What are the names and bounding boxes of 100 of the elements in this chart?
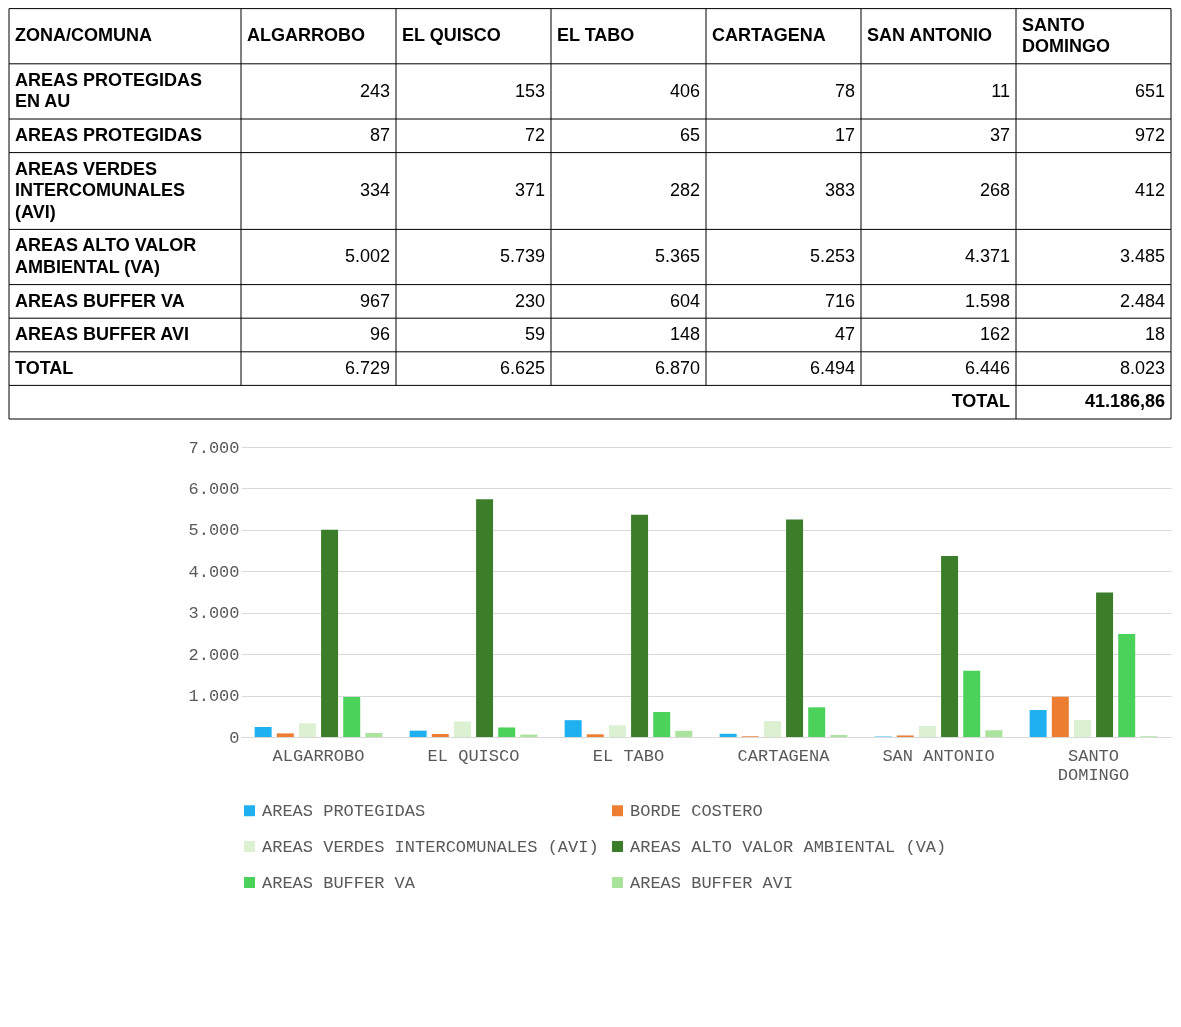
y-tick-label: 5.000	[188, 521, 240, 541]
bar	[365, 733, 383, 737]
category-label: CARTAGENA	[712, 25, 826, 46]
bar	[719, 733, 737, 737]
data-label: 651	[1134, 80, 1165, 101]
bar	[1118, 634, 1136, 737]
data-label: 4.371	[964, 246, 1010, 267]
data-label: 5.002	[344, 246, 390, 267]
legend-label: AREAS VERDES INTERCOMUNALES (AVI)	[262, 837, 599, 857]
data-label: 5.365	[654, 246, 700, 267]
x-tick-label: ALGARROBO	[272, 746, 365, 766]
y-tick-label: 7.000	[188, 438, 240, 458]
data-label: 17	[834, 125, 855, 145]
text: 6.446	[964, 357, 1010, 378]
data-label: 3.485	[1119, 246, 1165, 267]
y-tick-label: 1.000	[188, 687, 240, 707]
text: AREAS VERDES INTERCOMUNALES (AVI)	[15, 158, 185, 222]
bar	[343, 696, 361, 737]
text: AREAS BUFFER AVI	[15, 324, 190, 345]
data-label: 47	[834, 324, 855, 345]
data-label: 282	[669, 180, 700, 201]
legend-label: AREAS BUFFER AVI	[630, 873, 794, 893]
bar	[1029, 710, 1047, 737]
bar	[653, 711, 671, 737]
category-label: SANTO DOMINGO	[1022, 14, 1110, 57]
data-label: 5.739	[499, 246, 545, 267]
x-tick-label: CARTAGENA	[737, 746, 831, 766]
bar	[321, 529, 339, 737]
data-label: 268	[979, 180, 1010, 201]
legend-label: AREAS BUFFER VA	[262, 873, 416, 893]
data-label: 967	[359, 290, 390, 311]
bar	[608, 725, 626, 737]
text: TOTAL	[15, 357, 74, 378]
data-label: 87	[369, 125, 390, 145]
bar	[586, 734, 604, 737]
bar	[298, 723, 316, 737]
bar	[409, 730, 427, 737]
bar	[276, 733, 294, 737]
data-label: 72	[524, 125, 545, 145]
category-label: EL TABO	[557, 25, 635, 46]
data-label: 65	[679, 125, 700, 145]
bar	[763, 721, 781, 737]
data-label: 604	[669, 290, 700, 311]
bar	[1051, 696, 1069, 737]
text: AREAS BUFFER VA	[15, 290, 185, 311]
bar	[631, 514, 649, 737]
data-label: 78	[834, 80, 855, 101]
data-label: 2.484	[1119, 290, 1165, 311]
bar	[1073, 719, 1091, 737]
legend-label: AREAS ALTO VALOR AMBIENTAL (VA)	[630, 837, 947, 857]
legend-label: AREAS PROTEGIDAS	[262, 801, 426, 821]
x-tick-label: EL QUISCO	[427, 746, 520, 766]
y-tick-label: 6.000	[188, 479, 240, 499]
bar	[431, 734, 449, 737]
data-label: 334	[359, 180, 390, 201]
bar	[918, 725, 936, 737]
bar	[498, 727, 516, 737]
x-tick-label: SAN ANTONIO	[882, 746, 995, 766]
text: 6.494	[809, 357, 855, 378]
data-label: 18	[1144, 324, 1165, 345]
text: TOTAL	[951, 391, 1010, 412]
data-label: 11	[991, 80, 1010, 101]
y-tick-label: 2.000	[188, 645, 240, 665]
y-tick-label: 4.000	[188, 562, 240, 582]
bar	[453, 721, 471, 737]
data-label: 716	[824, 290, 855, 311]
data-label: 230	[514, 290, 545, 311]
data-label: 59	[524, 324, 545, 345]
data-label: 162	[979, 324, 1010, 345]
text: 6.729	[344, 357, 390, 378]
data-label: 96	[369, 324, 390, 345]
data-label: 243	[359, 80, 390, 101]
x-tick-label: SANTO DOMINGO	[1057, 746, 1130, 785]
category-label: SAN ANTONIO	[867, 25, 993, 46]
data-label: 37	[989, 125, 1010, 145]
text: 8.023	[1119, 357, 1165, 378]
bar	[1096, 592, 1114, 737]
data-label: 972	[1134, 125, 1165, 145]
text: 41.186,86	[1084, 391, 1165, 412]
text: AREAS PROTEGIDAS EN AU	[15, 69, 203, 112]
bar	[985, 730, 1003, 737]
bar	[941, 555, 959, 737]
text: AREAS ALTO VALOR AMBIENTAL (VA)	[15, 235, 197, 277]
data-label: 412	[1134, 180, 1165, 201]
bar	[254, 726, 272, 737]
bar	[963, 670, 981, 737]
data-label: 148	[669, 324, 700, 345]
data-label: 383	[824, 180, 855, 201]
bar	[675, 730, 693, 737]
x-tick-label: EL TABO	[592, 746, 665, 766]
text: 6.870	[654, 357, 700, 378]
text: AREAS PROTEGIDAS	[15, 125, 203, 145]
bar	[786, 519, 804, 737]
bar	[564, 720, 582, 737]
data-label: 1.598	[964, 290, 1010, 311]
y-tick-label: 3.000	[188, 604, 240, 624]
bar	[476, 499, 494, 737]
y-tick-label: 0	[229, 728, 240, 748]
legend-label: BORDE COSTERO	[630, 801, 763, 821]
bar	[808, 707, 826, 737]
